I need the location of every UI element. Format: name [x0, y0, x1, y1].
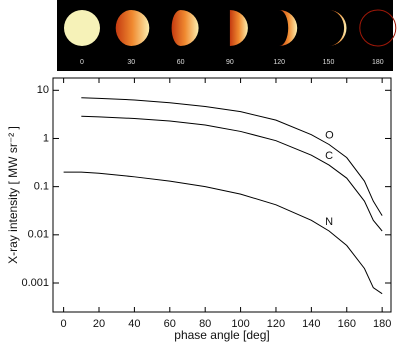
x-tick-label: 180	[373, 318, 391, 330]
y-tick-label: 1	[43, 132, 49, 144]
phase-label: 180	[372, 59, 384, 66]
series-line	[81, 115, 383, 232]
phase-label: 150	[323, 59, 335, 66]
phase-disk	[64, 10, 100, 46]
phase-disk	[359, 9, 397, 47]
x-tick-label: 100	[231, 318, 249, 330]
y-tick-label: 0.1	[34, 181, 49, 193]
phase-disk	[115, 10, 150, 46]
phase-label: 0	[80, 59, 84, 66]
plot-frame	[52, 77, 392, 313]
phase-strip	[57, 0, 393, 71]
x-tick-label: 140	[302, 318, 320, 330]
series-line	[63, 171, 383, 295]
phase-disk	[171, 10, 199, 46]
y-axis-label: X-ray intensity [ MW sr⁻² ]	[6, 126, 20, 264]
x-tick-label: 160	[338, 318, 356, 330]
phase-disk	[328, 10, 347, 46]
y-tick-label: 0.01	[28, 229, 49, 241]
series-label: O	[325, 129, 334, 141]
phase-label: 120	[273, 59, 285, 66]
x-tick-label: 80	[199, 318, 211, 330]
x-tick-label: 40	[128, 318, 140, 330]
phase-label: 30	[127, 59, 135, 66]
series-line	[81, 97, 383, 216]
phase-label: 60	[177, 59, 185, 66]
series-label: C	[325, 150, 333, 162]
series-label: N	[325, 216, 333, 228]
y-tick-label: 0.001	[21, 277, 49, 289]
phase-disk	[229, 10, 248, 46]
phase-label: 90	[226, 59, 234, 66]
x-tick-label: 120	[267, 318, 285, 330]
x-axis-label: phase angle [deg]	[174, 328, 269, 342]
x-tick-label: 0	[61, 318, 67, 330]
phase-disk	[279, 10, 298, 46]
y-tick-label: 10	[37, 84, 49, 96]
x-tick-label: 20	[93, 318, 105, 330]
x-tick-label: 60	[164, 318, 176, 330]
